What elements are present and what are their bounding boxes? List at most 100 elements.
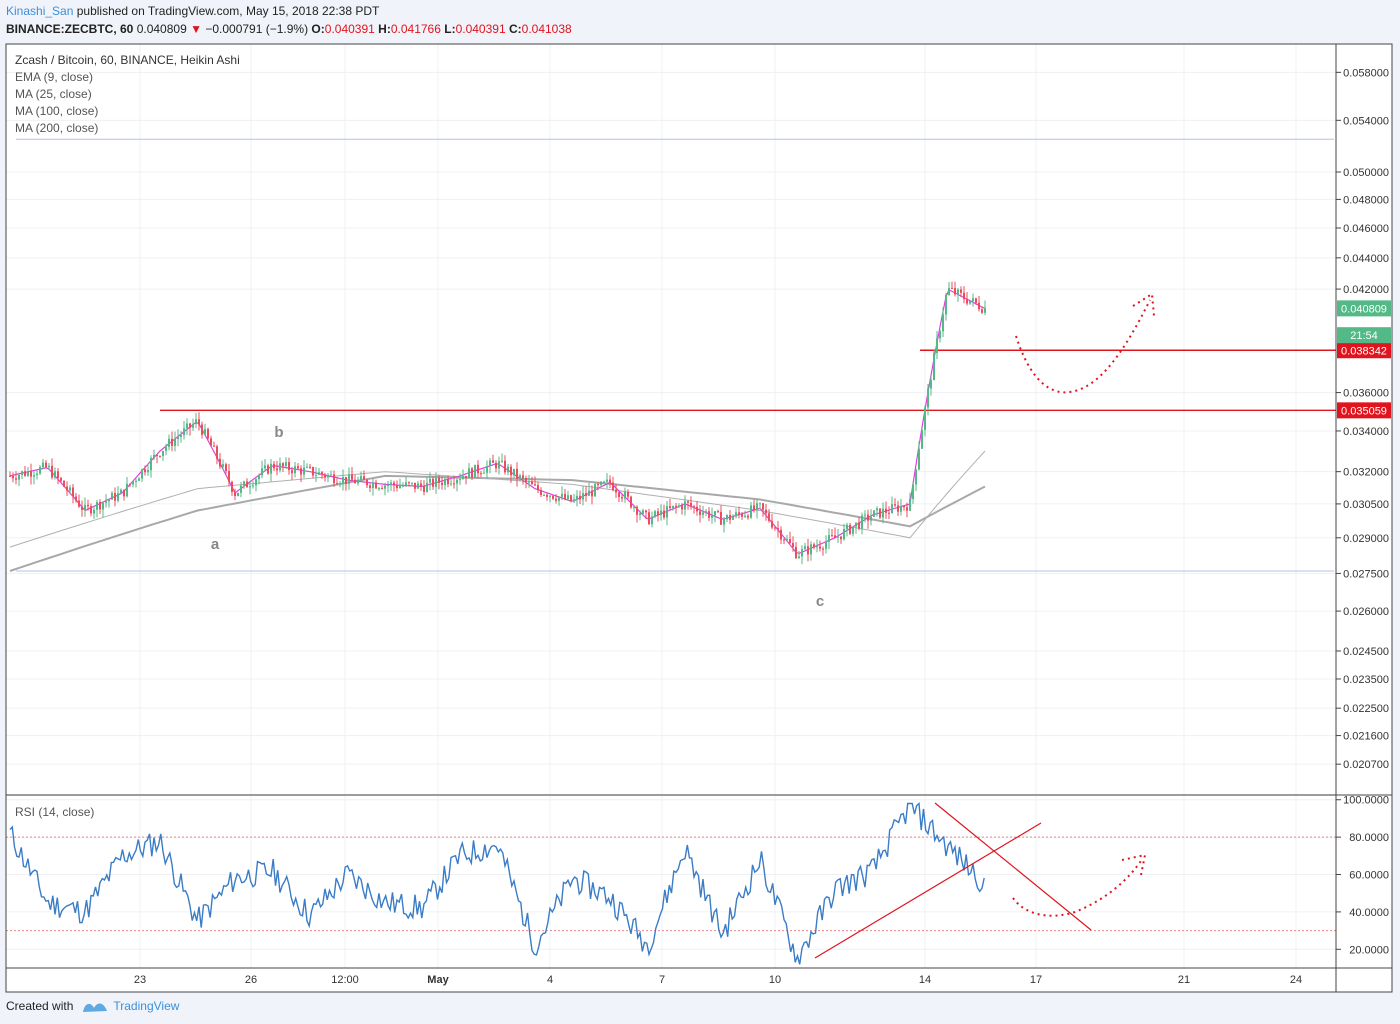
candle-body <box>288 462 290 471</box>
candle-body <box>333 474 335 484</box>
candle-body <box>663 510 665 518</box>
candle-body <box>60 478 62 481</box>
candle-body <box>81 506 83 510</box>
candle-body <box>117 493 119 501</box>
candle-body <box>900 505 902 512</box>
tradingview-link[interactable]: TradingView <box>113 999 180 1013</box>
candle-body <box>9 475 11 477</box>
candle-body <box>861 515 863 529</box>
price-tick-label: 0.024500 <box>1343 646 1389 658</box>
candle-body <box>195 419 197 424</box>
tradingview-logo-icon[interactable] <box>81 998 109 1014</box>
time-tick-label: 23 <box>134 974 146 986</box>
candle-body <box>165 446 167 451</box>
candle-body <box>270 463 272 474</box>
candle-body <box>405 482 407 486</box>
rsi-tick-label: 40.0000 <box>1349 907 1389 919</box>
candle-body <box>291 470 293 474</box>
candle-body <box>120 489 122 494</box>
candle-body <box>849 524 851 534</box>
price-tick-label: 0.030500 <box>1343 499 1389 511</box>
candle-body <box>654 511 656 517</box>
candle-body <box>873 510 875 517</box>
ohlc-bar: BINANCE:ZECBTC, 60 0.040809 ▼ −0.000791 … <box>6 22 572 36</box>
legend-ma25[interactable]: MA (25, close) <box>15 87 92 101</box>
chart-canvas[interactable]: a b c 23 26 12:00 May 4 7 10 14 17 21 24 0.058000 0.05… <box>0 0 1400 995</box>
candle-body <box>36 473 38 476</box>
last-price-label: 0.040809 <box>1341 303 1387 315</box>
candle-body <box>417 483 419 489</box>
candle-body <box>822 548 824 550</box>
time-tick-label: 10 <box>769 974 781 986</box>
candle-body <box>507 466 509 473</box>
candle-body <box>921 429 923 449</box>
candle-body <box>477 464 479 474</box>
candle-body <box>711 515 713 518</box>
candle-body <box>150 457 152 471</box>
level-price-tag <box>1337 402 1391 419</box>
price-tick-label: 0.048000 <box>1343 194 1389 206</box>
grid <box>6 44 1336 968</box>
candle-body <box>450 483 452 485</box>
candle-body <box>45 462 47 468</box>
high-label: H: <box>378 22 391 36</box>
candle-body <box>708 511 710 518</box>
candle-body <box>294 466 296 474</box>
price-tick-label: 0.034000 <box>1343 426 1389 438</box>
candle-body <box>942 314 944 332</box>
candle-body <box>510 466 512 476</box>
candle-body <box>543 494 545 496</box>
candle-body <box>312 466 314 476</box>
time-tick-label: 4 <box>547 974 553 986</box>
candle-body <box>423 486 425 492</box>
candle-body <box>99 502 101 510</box>
candle-body <box>216 446 218 459</box>
candle-body <box>27 471 29 476</box>
candle-body <box>630 496 632 508</box>
candle-body <box>870 516 872 521</box>
candle-body <box>576 495 578 500</box>
chart-border <box>5 43 1393 993</box>
legend-ma100[interactable]: MA (100, close) <box>15 104 99 118</box>
candle-body <box>435 477 437 487</box>
candle-body <box>213 445 215 447</box>
price-tick-label: 0.026000 <box>1343 606 1389 618</box>
legend-ema[interactable]: EMA (9, close) <box>15 70 94 84</box>
candle-body <box>432 478 434 487</box>
candle-body <box>816 546 818 548</box>
candle-body <box>699 511 701 515</box>
price-projection-arrowhead-icon <box>1132 292 1155 317</box>
open-value: 0.040391 <box>324 22 375 36</box>
candle-body <box>186 423 188 429</box>
candle-body <box>39 467 41 474</box>
candle-body <box>798 556 800 559</box>
legend-ma200[interactable]: MA (200, close) <box>15 121 99 135</box>
price-tick-label: 0.036000 <box>1343 388 1389 400</box>
low-label: L: <box>444 22 456 36</box>
candle-body <box>645 510 647 513</box>
candle-body <box>612 482 614 491</box>
candle-body <box>774 527 776 529</box>
candle-body <box>324 474 326 478</box>
change-value: −0.000791 (−1.9%) <box>205 22 309 36</box>
rsi-legend[interactable]: RSI (14, close) <box>15 805 95 819</box>
candle-body <box>714 511 716 516</box>
candle-body <box>732 516 734 520</box>
candle-body <box>519 475 521 479</box>
main-pane-bg <box>6 44 1336 794</box>
candle-body <box>204 429 206 435</box>
candle-body <box>951 287 953 289</box>
candle-body <box>147 470 149 473</box>
time-tick-label: 14 <box>919 974 931 986</box>
author-link[interactable]: Kinashi_San <box>6 4 74 18</box>
candle-body <box>906 507 908 511</box>
candle-body <box>735 512 737 517</box>
rsi-downtrend-line <box>934 802 1092 931</box>
candle-body <box>471 468 473 478</box>
candle-body <box>267 465 269 474</box>
candle-body <box>723 519 725 525</box>
candle-body <box>513 468 515 476</box>
candle-body <box>615 490 617 493</box>
candle-body <box>90 506 92 514</box>
candle-body <box>573 499 575 502</box>
